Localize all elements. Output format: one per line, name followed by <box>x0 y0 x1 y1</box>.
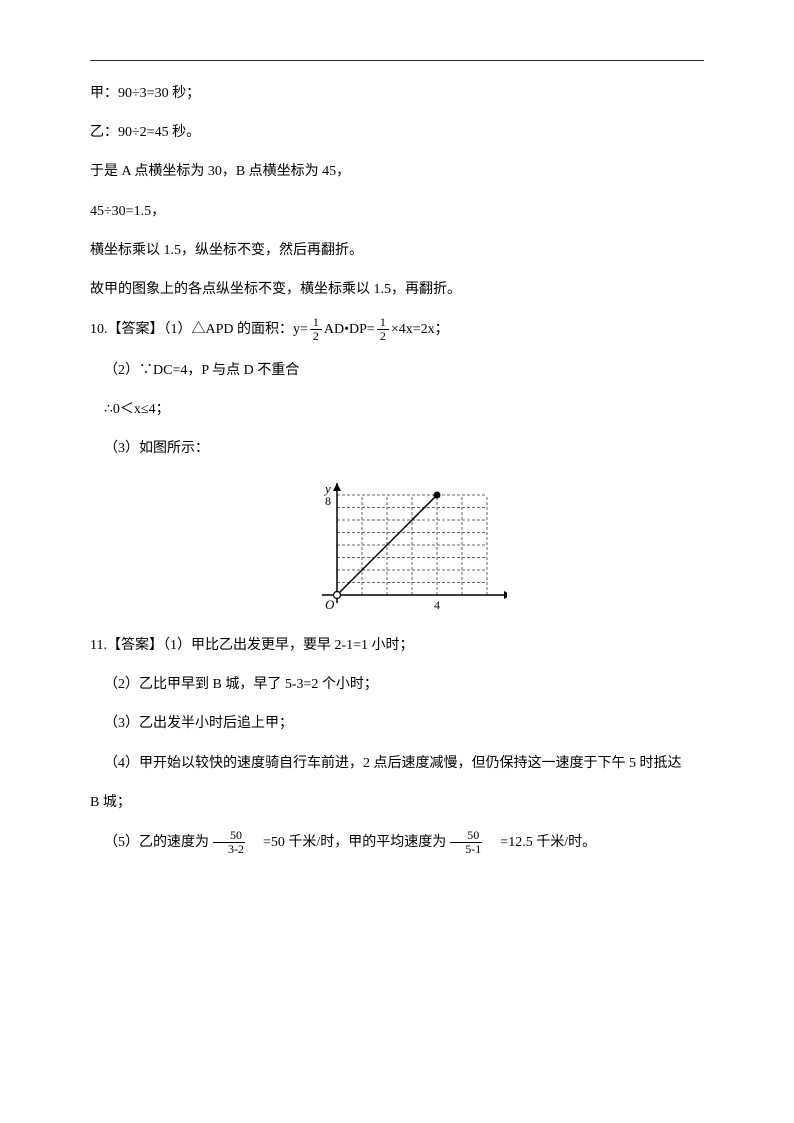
text-line: 45÷30=1.5， <box>90 199 704 224</box>
text: AD•DP= <box>324 317 375 342</box>
svg-text:4: 4 <box>434 598 440 612</box>
numerator: 1 <box>310 316 322 330</box>
text: ×4x=2x； <box>391 317 449 342</box>
q11-line2: （2）乙比甲早到 B 城，早了 5-3=2 个小时； <box>90 672 704 697</box>
q11-line4b: B 城； <box>90 790 704 815</box>
denominator: 2 <box>377 330 389 343</box>
svg-text:8: 8 <box>325 494 331 508</box>
text: （2）∵DC=4，P 与点 D 不重合 <box>90 358 299 383</box>
numerator: 50 <box>213 829 245 843</box>
text: 10.【答案】（1）△APD 的面积：y= <box>90 317 308 342</box>
denominator: 5-1 <box>448 843 484 856</box>
text-line: 故甲的图象上的各点纵坐标不变，横坐标乘以 1.5，再翻折。 <box>90 277 704 302</box>
fraction-half: 1 2 <box>310 316 322 343</box>
q11-line4a: （4）甲开始以较快的速度骑自行车前进，2 点后速度减慢，但仍保持这一速度于下午 … <box>90 751 704 776</box>
text: （3）乙出发半小时后追上甲； <box>90 711 293 736</box>
text: （3）如图所示： <box>90 436 209 461</box>
text: 甲：90÷3=30 秒； <box>90 81 200 106</box>
fraction-50-over-5-1: 50 5-1 <box>448 829 484 856</box>
denominator: 3-2 <box>211 843 247 856</box>
q11-line3: （3）乙出发半小时后追上甲； <box>90 711 704 736</box>
text-line: 横坐标乘以 1.5，纵坐标不变，然后再翻折。 <box>90 238 704 263</box>
numerator: 50 <box>450 829 482 843</box>
text-line: 甲：90÷3=30 秒； <box>90 81 704 106</box>
q10-line2: （2）∵DC=4，P 与点 D 不重合 <box>90 358 704 383</box>
text: （4）甲开始以较快的速度骑自行车前进，2 点后速度减慢，但仍保持这一速度于下午 … <box>90 751 682 776</box>
q11-line1: 11.【答案】（1）甲比乙出发更早，要早 2-1=1 小时； <box>90 633 704 658</box>
text: ∴0＜x≤4； <box>90 397 170 422</box>
text-line: 乙：90÷2=45 秒。 <box>90 120 704 145</box>
text: =12.5 千米/时。 <box>486 830 596 855</box>
text: （2）乙比甲早到 B 城，早了 5-3=2 个小时； <box>90 672 378 697</box>
q10-line3: （3）如图所示： <box>90 436 704 461</box>
text: B 城； <box>90 790 131 815</box>
text: 乙：90÷2=45 秒。 <box>90 120 200 145</box>
q10-line1: 10.【答案】（1）△APD 的面积：y= 1 2 AD•DP= 1 2 ×4x… <box>90 316 704 343</box>
svg-text:x: x <box>506 597 507 612</box>
text: 于是 A 点横坐标为 30，B 点横坐标为 45， <box>90 159 350 184</box>
fraction-50-over-3-2: 50 3-2 <box>211 829 247 856</box>
fraction-half: 1 2 <box>377 316 389 343</box>
numerator: 1 <box>377 316 389 330</box>
svg-text:O: O <box>325 597 335 612</box>
horizontal-rule <box>90 60 704 61</box>
chart-figure: y8O4x <box>90 475 704 615</box>
chart-svg: y8O4x <box>287 475 507 615</box>
q11-line5: （5）乙的速度为 50 3-2 =50 千米/时，甲的平均速度为 50 5-1 … <box>90 829 704 856</box>
text: 横坐标乘以 1.5，纵坐标不变，然后再翻折。 <box>90 238 363 263</box>
q10-line2b: ∴0＜x≤4； <box>90 397 704 422</box>
text: 故甲的图象上的各点纵坐标不变，横坐标乘以 1.5，再翻折。 <box>90 277 461 302</box>
text: （5）乙的速度为 <box>90 830 209 855</box>
text: =50 千米/时，甲的平均速度为 <box>249 830 446 855</box>
text: 45÷30=1.5， <box>90 199 165 224</box>
text: 11.【答案】（1）甲比乙出发更早，要早 2-1=1 小时； <box>90 633 414 658</box>
denominator: 2 <box>310 330 322 343</box>
text-line: 于是 A 点横坐标为 30，B 点横坐标为 45， <box>90 159 704 184</box>
